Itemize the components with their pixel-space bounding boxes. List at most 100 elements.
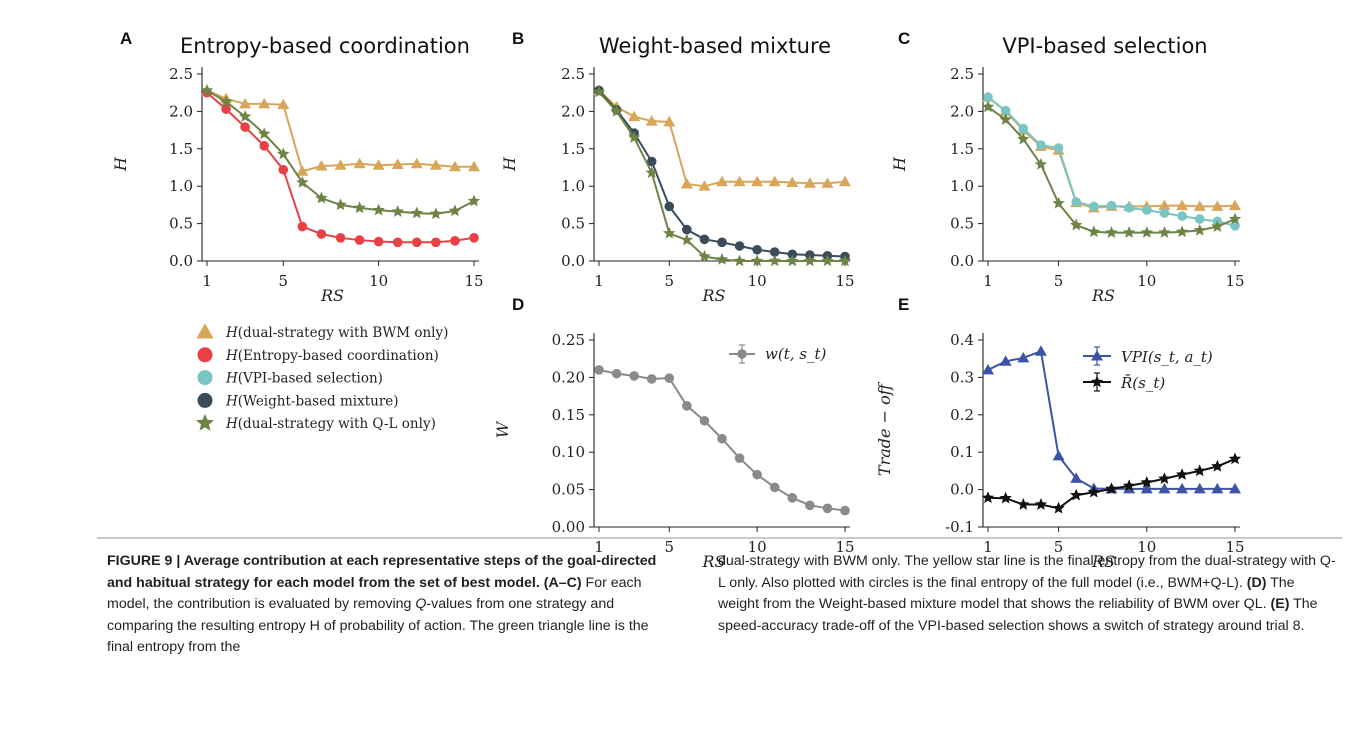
data-point-vpi_line [1176,482,1189,494]
x-tick-label: 1 [983,538,993,556]
caption-d-text: The weight from the Weight-based mixture… [718,574,1295,613]
data-point-vpi [1141,205,1152,215]
data-point-ql [768,254,781,267]
legend-marker-vpi_line [1091,350,1103,361]
data-point-ql [372,203,385,216]
caption-ac-label: (A–C) [543,574,582,591]
data-point-reward [1158,472,1171,485]
caption-ac-text-1: For each model, the contribution is eval… [107,574,642,613]
panel-title: VPI-based selection [1002,34,1207,58]
data-point-bwm [391,158,404,169]
data-point-ql [410,206,423,219]
y-tick-label: 0.0 [950,481,974,499]
data-point-ql [981,100,995,113]
y-tick-label: 0.1 [950,443,974,461]
data-point-ebc [354,235,365,245]
legend-item-ebc: H(Entropy-based coordination) [197,347,439,364]
data-point-ql [277,147,290,160]
data-point-ql [1087,225,1101,238]
data-point-ql [1034,158,1048,170]
data-point-weight [805,500,815,511]
y-tick-label: 0.3 [950,368,974,386]
data-point-bwm [372,159,385,170]
y-tick-label: 2.0 [561,102,585,120]
x-tick-label: 15 [1225,272,1244,290]
data-point-ebc [240,122,250,132]
legend-label-weight: w(t, s_t) [765,345,826,363]
y-tick-label: 0.15 [552,406,585,424]
y-tick-label: 2.5 [561,65,585,83]
series-bwm [593,84,851,191]
x-tick-label: 10 [748,272,767,290]
data-point-vpi_line [1070,472,1083,483]
data-point-ql [999,113,1012,125]
data-point-wbm [734,241,745,251]
data-point-bwm [803,177,816,188]
data-point-ebc [297,221,308,232]
data-point-vpi [1071,197,1082,207]
series-ql [981,100,1242,238]
data-point-bwm [410,157,423,169]
data-point-weight [840,505,850,516]
legend-item-wbm: H(Weight-based mixture) [197,392,399,409]
x-tick-label: 1 [983,272,993,290]
caption-heading: FIGURE 9 | Average contribution at each … [107,553,657,591]
data-point-ql [715,253,729,265]
data-point-vpi_line [999,355,1012,366]
data-point-bwm [1158,199,1171,211]
caption-left: FIGURE 9 | Average contribution at each … [107,551,667,659]
legend-item-ql: H(dual-strategy with Q-L only) [196,413,436,432]
data-point-vpi_line [1140,482,1153,494]
data-point-vpi [1018,123,1029,134]
y-tick-label: 0.00 [552,518,585,536]
panel-tag-b: B [512,29,524,48]
legend-marker-vpi [197,370,213,386]
legend-marker-weight [737,349,747,359]
data-point-bwm [296,165,309,176]
y-axis-label: H [500,156,519,172]
data-point-ebc [392,237,403,248]
data-point-bwm [1229,199,1241,211]
y-tick-label: 2.5 [169,65,193,83]
data-point-bwm [1211,200,1224,211]
data-point-ql [663,226,676,239]
data-point-vpi_line [1158,482,1171,494]
data-point-ql [391,205,404,217]
data-point-ql [698,250,711,262]
y-axis-label: H [890,156,909,172]
data-point-ebc [316,229,327,239]
y-tick-label: 2.0 [950,102,974,120]
x-tick-label: 15 [835,272,854,290]
caption-d-label: (D) [1246,574,1267,591]
legend-marker-ql [196,413,214,431]
y-tick-label: 2.0 [169,102,193,120]
data-point-ql [429,207,443,220]
data-point-vpi_line [1017,351,1030,363]
data-point-bwm [353,157,366,169]
data-point-bwm [334,159,347,170]
data-point-wbm [717,237,727,248]
data-point-wbm [752,244,762,255]
legend-item-bwm: H(dual-strategy with BWM only) [196,323,448,341]
data-point-ql [200,83,214,96]
data-point-reward [1034,498,1048,510]
caption-ac-q: Q [415,596,427,612]
series-bwm [201,84,480,176]
x-axis-label: RS [320,286,344,305]
legend-label-bwm: H(dual-strategy with BWM only) [225,325,448,341]
caption-right-1: dual-strategy with BWM only. The yellow … [718,553,1336,591]
data-point-bwm [1176,199,1189,211]
data-point-ebc [221,104,231,114]
data-point-bwm [663,115,676,127]
data-point-reward [1140,475,1153,488]
data-point-weight [717,433,727,444]
panel-b: B Weight-based mixture 0.0 0.5 1.0 1.5 2.0 2.5 1… [500,29,855,305]
data-point-weight [594,365,604,375]
y-tick-label: 1.0 [169,177,193,195]
series-wbm [594,85,850,262]
data-point-ql [838,254,852,267]
x-tick-label: 1 [594,272,604,290]
panel-title: Entropy-based coordination [180,34,470,58]
